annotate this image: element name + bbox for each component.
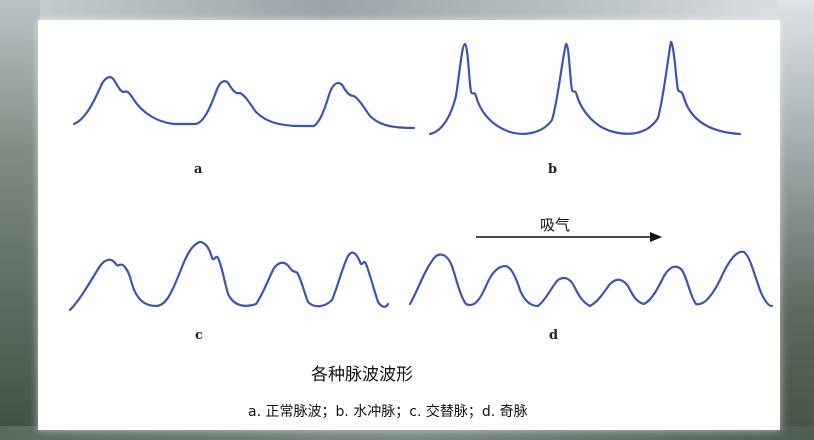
figure-title: 各种脉波波形: [311, 365, 413, 385]
inspiration-arrow-head: [650, 232, 662, 242]
background-photo-left: [0, 0, 40, 440]
waveform-c-alternating: [68, 240, 390, 312]
panel-label-c: c: [195, 328, 203, 343]
waveform-a-normal: [72, 76, 416, 130]
waveform-b-water-hammer: [428, 40, 742, 136]
inspiration-label: 吸气: [540, 216, 571, 234]
figure-card: [38, 20, 780, 430]
waveform-d-paradoxical: [408, 250, 774, 308]
panel-label-a: a: [194, 162, 203, 177]
figure-legend: a. 正常脉波；b. 水冲脉；c. 交替脉；d. 奇脉: [248, 404, 528, 420]
background-photo-top: [0, 0, 814, 20]
panel-label-b: b: [548, 162, 558, 177]
panel-label-d: d: [549, 328, 559, 343]
background-photo-right: [778, 0, 814, 440]
